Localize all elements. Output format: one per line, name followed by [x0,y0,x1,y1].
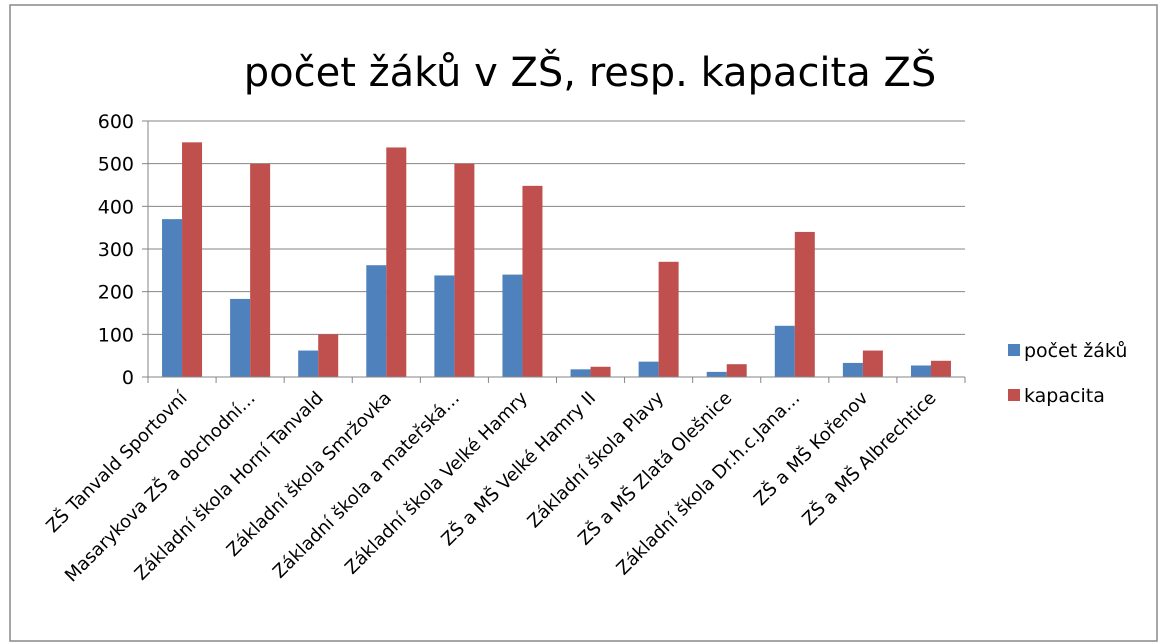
bar [318,334,339,377]
chart-title: počet žáků v ZŠ, resp. kapacita ZŠ [244,48,937,96]
y-tick-label: 300 [98,239,134,261]
legend-swatch [1008,344,1020,356]
bar [794,231,815,377]
bar [502,274,523,377]
bar [910,365,931,377]
legend-label: počet žáků [1024,340,1127,362]
bar [366,265,387,377]
bar [842,362,863,377]
legend-swatch [1008,389,1020,401]
bar [182,142,203,377]
bar [930,360,951,377]
bar [862,350,883,377]
bar [454,163,475,377]
y-tick-label: 0 [122,367,134,389]
bar [774,325,795,377]
legend-label: kapacita [1024,385,1105,407]
bar [434,275,455,377]
bar [386,147,407,377]
bar [706,371,727,377]
bar [298,350,319,377]
y-tick-label: 400 [98,196,134,218]
bar [250,163,271,377]
bar [638,361,659,377]
bar [522,185,543,377]
y-tick-label: 200 [98,282,134,304]
y-tick-label: 600 [98,111,134,133]
bar [590,366,611,377]
bar [162,219,183,377]
bar [570,369,591,377]
bar [726,364,747,377]
y-tick-label: 100 [98,324,134,346]
y-tick-label: 500 [98,154,134,176]
bar [230,298,251,377]
bar [658,261,679,377]
